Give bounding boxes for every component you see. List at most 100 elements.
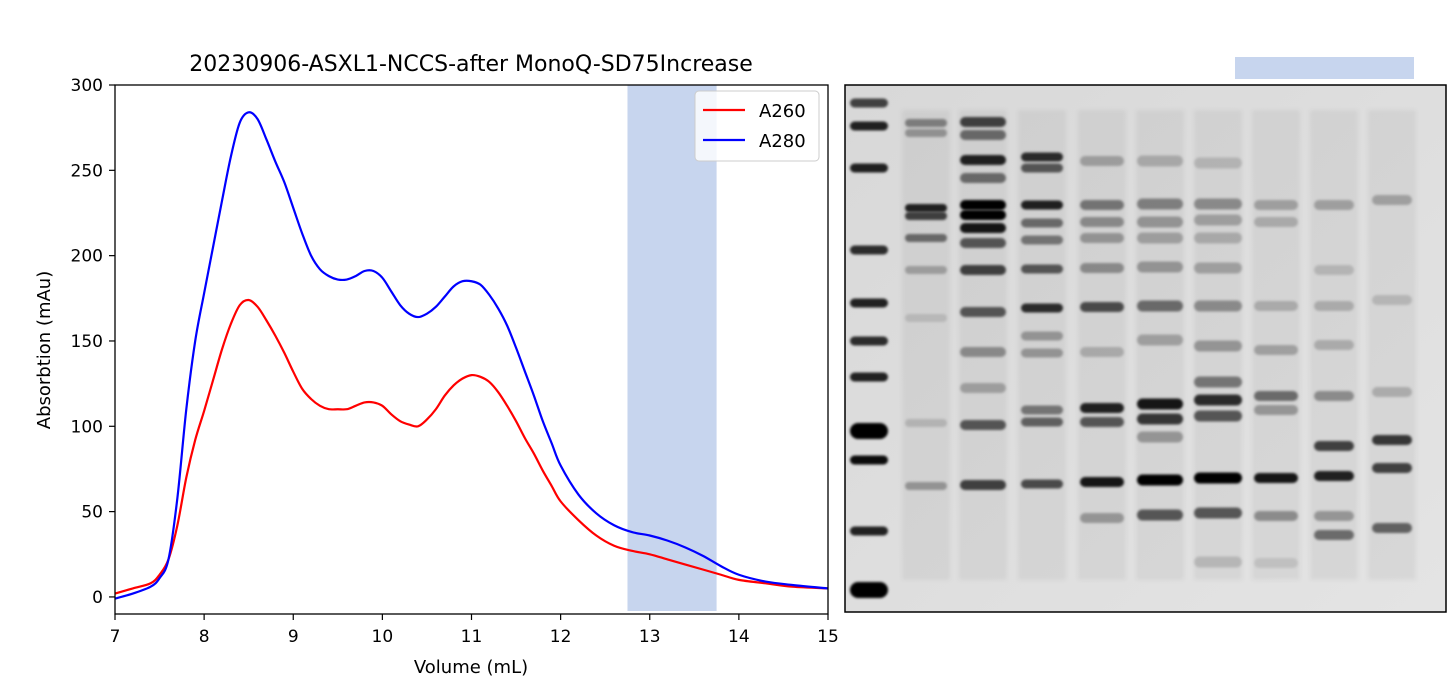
gel-band: [1314, 441, 1354, 451]
gel-band: [1372, 195, 1412, 205]
gel-band: [1194, 507, 1242, 519]
gel-band: [1314, 391, 1354, 401]
gel-band: [1194, 262, 1242, 274]
series-line-a260: [114, 298, 829, 595]
gel-lane: [1368, 110, 1416, 580]
gel-band: [1314, 471, 1354, 481]
gel-band: [905, 314, 947, 322]
gel-band: [1254, 511, 1298, 521]
gel-band: [850, 163, 888, 173]
gel-band: [960, 223, 1006, 233]
gel-band: [1372, 295, 1412, 305]
gel-band: [1194, 394, 1242, 406]
gel-band: [1137, 413, 1183, 425]
x-tick-label: 8: [199, 627, 210, 647]
chart-title: 20230906-ASXL1-NCCS-after MonoQ-SD75Incr…: [189, 52, 753, 77]
legend-label-a260: A260: [759, 101, 806, 122]
gel-band: [1080, 233, 1124, 243]
gel-band: [850, 121, 888, 131]
gel-band: [1372, 463, 1412, 473]
gel-highlight-marker: [1235, 57, 1414, 79]
gel-band: [960, 420, 1006, 430]
gel-band: [1080, 417, 1124, 427]
gel-band: [1021, 303, 1063, 313]
gel-lane: [1078, 110, 1126, 580]
gel-band: [850, 526, 888, 536]
gel-band: [1021, 479, 1063, 489]
gel-band: [1021, 218, 1063, 228]
gel-band: [1254, 473, 1298, 483]
gel-band: [1194, 198, 1242, 210]
y-tick-label: 200: [71, 247, 103, 267]
y-axis-label: Absorbtion (mAu): [34, 271, 55, 429]
gel-band: [1254, 200, 1298, 210]
gel-band: [1021, 417, 1063, 427]
x-tick-label: 7: [110, 627, 121, 647]
gel-band: [960, 480, 1006, 490]
x-tick-label: 11: [461, 627, 483, 647]
gel-band: [1021, 348, 1063, 358]
gel-band: [1254, 391, 1298, 401]
gel-band: [1314, 530, 1354, 540]
gel-band: [905, 204, 947, 212]
gel-band: [905, 119, 947, 127]
gel-band: [850, 336, 888, 346]
x-tick-label: 14: [728, 627, 750, 647]
y-axis-ticks: 0 50 100 150 200 250 300: [71, 76, 115, 608]
gel-band: [1137, 509, 1183, 521]
series-line-a280: [114, 111, 829, 600]
gel-band: [1021, 264, 1063, 274]
gel-band: [1080, 347, 1124, 357]
highlight-region: [627, 85, 717, 611]
gel-band: [1372, 435, 1412, 445]
gel-band: [850, 372, 888, 382]
x-tick-label: 13: [639, 627, 661, 647]
y-tick-label: 0: [92, 588, 103, 608]
gel-band: [1194, 376, 1242, 388]
x-axis-ticks: 7 8 9 10 11 12 13 14 15: [110, 614, 839, 647]
gel-band: [960, 155, 1006, 165]
gel-band: [960, 210, 1006, 220]
gel-band: [1080, 217, 1124, 227]
gel-band: [1021, 200, 1063, 210]
gel-band: [960, 117, 1006, 127]
gel-lane: [1018, 110, 1066, 580]
gel-band: [1372, 387, 1412, 397]
gel-band: [1314, 340, 1354, 350]
legend-box: [694, 90, 820, 162]
gel-band: [1080, 200, 1124, 210]
x-tick-label: 12: [550, 627, 572, 647]
gel-band: [850, 455, 888, 465]
gel-band: [1137, 261, 1183, 273]
gel-band: [1137, 474, 1183, 486]
y-tick-label: 150: [71, 332, 103, 352]
gel-band: [1194, 300, 1242, 312]
gel-band: [905, 234, 947, 242]
gel-band: [960, 383, 1006, 393]
y-tick-label: 300: [71, 76, 103, 96]
y-tick-label: 100: [71, 417, 103, 437]
gel-band: [905, 482, 947, 490]
gel-band: [1080, 477, 1124, 487]
gel-band: [1137, 198, 1183, 210]
gel-band: [1137, 431, 1183, 443]
sds-page-gel-image: [844, 84, 1447, 613]
y-tick-label: 250: [71, 161, 103, 181]
gel-band: [1080, 302, 1124, 312]
gel-band: [1080, 156, 1124, 166]
legend: A260 A280: [694, 90, 820, 162]
gel-band: [1254, 301, 1298, 311]
gel-band: [1314, 200, 1354, 210]
gel-band: [1137, 300, 1183, 312]
gel-band: [1314, 301, 1354, 311]
gel-band: [1137, 334, 1183, 346]
gel-band: [1194, 410, 1242, 422]
gel-band: [850, 423, 888, 439]
y-tick-label: 50: [81, 503, 103, 523]
x-axis-label: Volume (mL): [414, 657, 528, 678]
gel-band: [1021, 235, 1063, 245]
gel-band: [1137, 216, 1183, 228]
gel-band: [1194, 556, 1242, 568]
x-tick-label: 10: [372, 627, 394, 647]
